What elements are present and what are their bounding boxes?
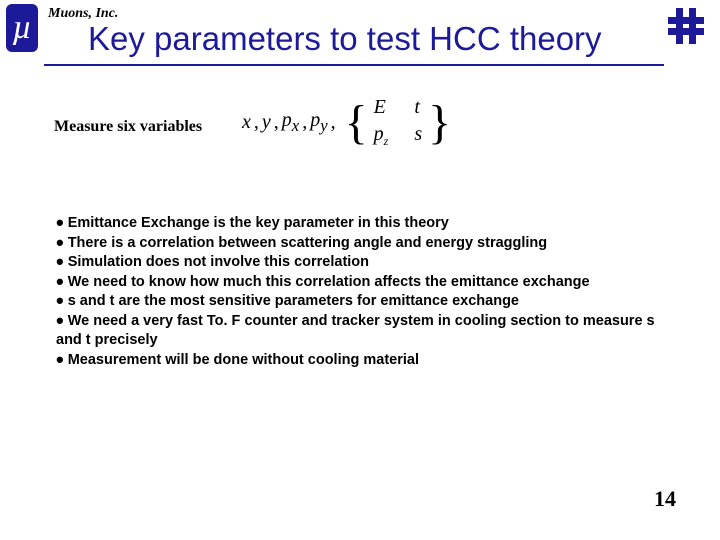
- var-px: px: [282, 109, 299, 136]
- fermilab-logo: [664, 4, 708, 48]
- variables-formula: x, y, px, py, { E t pz s }: [242, 96, 451, 149]
- matrix-pz: pz: [374, 123, 389, 149]
- title-underline: [44, 64, 664, 66]
- measure-label: Measure six variables: [54, 118, 202, 136]
- right-brace: }: [428, 99, 451, 147]
- bullet-item: •Simulation does not involve this correl…: [56, 253, 660, 273]
- matrix: E t pz s: [374, 96, 422, 149]
- bullet-item: •s and t are the most sensitive paramete…: [56, 292, 660, 312]
- bullet-item: •We need a very fast To. F counter and t…: [56, 312, 660, 351]
- page-number: 14: [654, 486, 676, 512]
- slide-title: Key parameters to test HCC theory: [88, 20, 602, 58]
- var-x: x: [242, 111, 251, 134]
- var-py: py: [310, 109, 327, 136]
- bullet-item: •There is a correlation between scatteri…: [56, 234, 660, 254]
- bullet-list: •Emittance Exchange is the key parameter…: [56, 214, 660, 371]
- var-y: y: [262, 111, 271, 134]
- matrix-t: t: [414, 96, 422, 119]
- muons-logo: µ: [6, 4, 38, 52]
- bullet-item: •Emittance Exchange is the key parameter…: [56, 214, 660, 234]
- matrix-s: s: [414, 123, 422, 149]
- matrix-E: E: [374, 96, 389, 119]
- bullet-item: •Measurement will be done without coolin…: [56, 351, 660, 371]
- bullet-item: •We need to know how much this correlati…: [56, 273, 660, 293]
- left-brace: {: [345, 99, 368, 147]
